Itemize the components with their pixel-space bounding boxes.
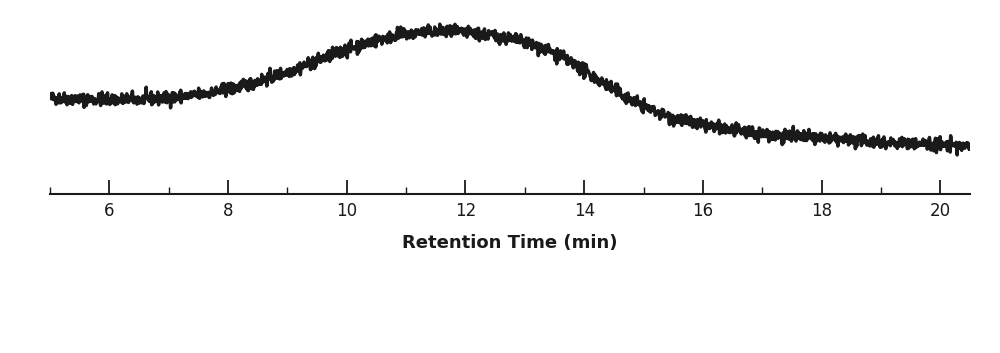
X-axis label: Retention Time (min): Retention Time (min)	[402, 234, 618, 252]
